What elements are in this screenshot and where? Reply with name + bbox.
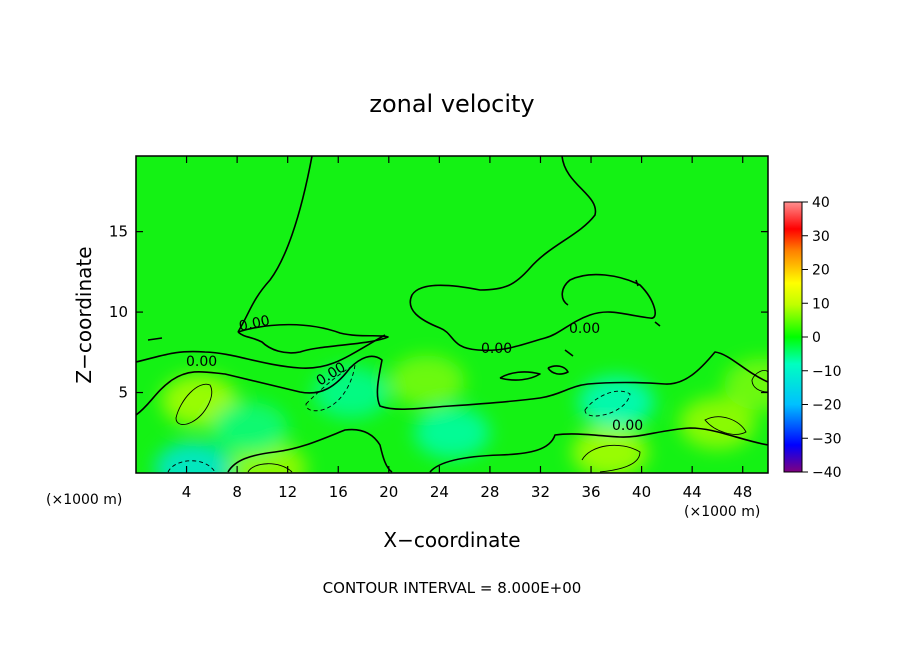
contour-negative-lines	[167, 364, 631, 473]
field-anomaly	[388, 355, 465, 408]
colorbar-tick-label: −40	[812, 465, 842, 481]
contour-zero-upper-left	[136, 334, 386, 369]
contour-small-islands	[147, 279, 661, 381]
field-anomaly	[414, 406, 490, 459]
contour-label: 0.00	[481, 341, 512, 357]
y-tick-label: 15	[109, 223, 128, 241]
x-tick-label: 12	[278, 483, 297, 501]
x-tick-label: 28	[480, 483, 499, 501]
x-tick-label: 8	[232, 483, 242, 501]
contour-positive-lines	[175, 369, 768, 473]
contour-lines	[136, 156, 768, 473]
contour-zero-mid	[136, 351, 768, 416]
x-tick-label: 4	[182, 483, 192, 501]
x-tick-label: 24	[430, 483, 449, 501]
colorbar-tick-label: 40	[812, 195, 830, 211]
contour-label: 0.00	[569, 321, 600, 337]
contour-label: 0.00	[186, 354, 217, 370]
field-anomaly	[578, 376, 655, 429]
x-tick-label: 44	[683, 483, 702, 501]
contour-interval-note: CONTOUR INTERVAL = 8.000E+00	[323, 579, 582, 597]
chart-title: zonal velocity	[369, 90, 534, 118]
y-tick-label: 10	[109, 303, 128, 321]
colorbar-ticks: 40 30 20 10 0 −10 −20 −30 −40	[802, 195, 842, 481]
y-axis-ticks: 5 10 15	[109, 223, 768, 402]
x-tick-label: 20	[379, 483, 398, 501]
contour-zero-tongue	[237, 156, 313, 333]
x-tick-label: 16	[329, 483, 348, 501]
contour-zero-upper-right	[409, 156, 656, 352]
field-anomaly	[154, 442, 231, 473]
contour-zero-shelf	[237, 323, 389, 354]
contour-zero-lower-right	[429, 427, 768, 473]
colorbar-tick-label: 30	[812, 229, 830, 245]
field-anomaly	[312, 366, 389, 419]
x-tick-label: 48	[733, 483, 752, 501]
colorbar-tick-label: −10	[812, 364, 842, 380]
y-tick-label: 5	[118, 384, 128, 402]
contour-zero-lower	[227, 428, 393, 473]
contour-label: 0.00	[612, 418, 643, 434]
field-anomaly	[723, 358, 768, 411]
x-tick-label: 40	[632, 483, 651, 501]
x-unit-right: (×1000 m)	[684, 504, 760, 520]
x-tick-label: 36	[581, 483, 600, 501]
colorbar-tick-label: 10	[812, 296, 830, 312]
field-anomaly	[679, 397, 756, 450]
colorbar: 40 30 20 10 0 −10 −20 −30 −40	[783, 195, 842, 481]
field-anomaly	[572, 426, 648, 473]
field-anomaly	[211, 401, 288, 454]
x-axis-label: X−coordinate	[383, 528, 520, 552]
y-axis-label: Z−coordinate	[72, 246, 96, 383]
colorbar-tick-label: 20	[812, 263, 830, 279]
contour-labels: 0.00 0.00 0.00 0.00 0.00 0.00	[186, 313, 643, 434]
x-axis-ticks: 4 8 12 16 20 24 28 32 36 40 44 48	[182, 156, 752, 501]
x-unit-left: (×1000 m)	[46, 492, 122, 508]
contour-label: 0.00	[238, 313, 272, 335]
colorbar-tick-label: −30	[812, 431, 842, 447]
colorbar-tick-label: −20	[812, 398, 842, 414]
x-tick-label: 32	[531, 483, 550, 501]
colorbar-tick-label: 0	[812, 330, 821, 346]
plot-frame	[135, 155, 769, 474]
plot-area: 0.00 0.00 0.00 0.00 0.00 0.00	[135, 155, 769, 474]
colorbar-gradient	[783, 201, 803, 473]
